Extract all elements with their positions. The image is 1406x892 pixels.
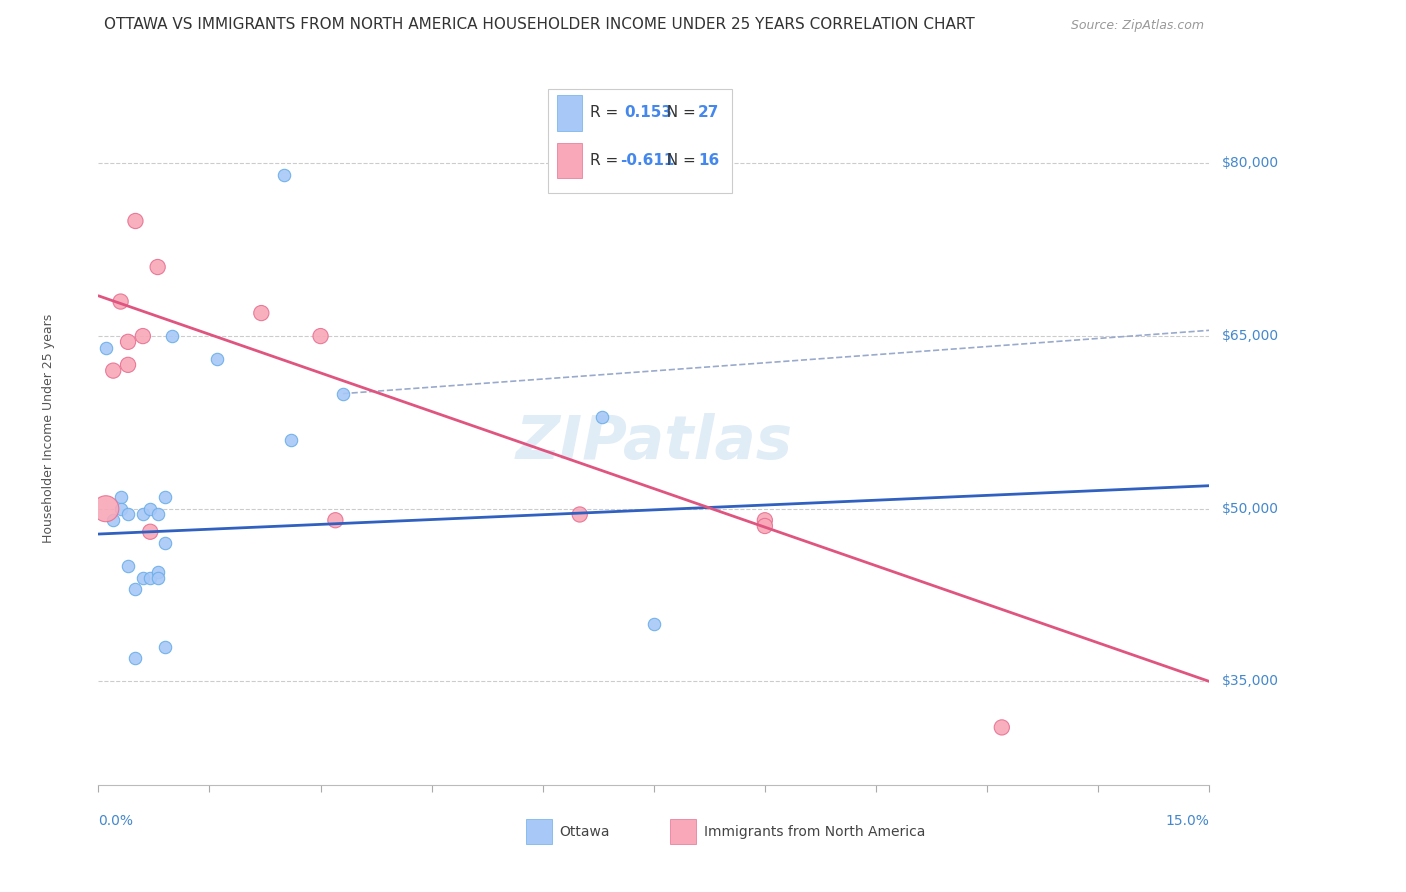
Text: R =: R =: [591, 153, 624, 168]
Text: OTTAWA VS IMMIGRANTS FROM NORTH AMERICA HOUSEHOLDER INCOME UNDER 25 YEARS CORREL: OTTAWA VS IMMIGRANTS FROM NORTH AMERICA …: [104, 17, 974, 32]
Point: [146, 508, 169, 522]
Point: [117, 508, 139, 522]
Point: [754, 513, 776, 527]
Point: [110, 294, 132, 309]
Point: [146, 260, 169, 274]
Point: [754, 519, 776, 533]
Point: [280, 433, 302, 447]
Point: [110, 501, 132, 516]
Point: [117, 559, 139, 574]
FancyBboxPatch shape: [548, 89, 731, 193]
Text: -0.611: -0.611: [620, 153, 675, 168]
Bar: [557, 95, 582, 130]
Point: [103, 513, 125, 527]
Point: [162, 329, 184, 343]
Point: [325, 513, 347, 527]
Text: 27: 27: [699, 105, 720, 120]
Point: [124, 582, 146, 597]
Text: N =: N =: [657, 105, 700, 120]
Point: [139, 501, 162, 516]
Point: [139, 524, 162, 539]
Point: [117, 358, 139, 372]
Point: [110, 490, 132, 504]
Point: [94, 501, 117, 516]
Point: [153, 490, 176, 504]
Text: Householder Income Under 25 years: Householder Income Under 25 years: [42, 313, 55, 543]
Text: Source: ZipAtlas.com: Source: ZipAtlas.com: [1070, 19, 1204, 32]
Point: [103, 363, 125, 377]
Point: [568, 508, 591, 522]
Bar: [526, 819, 551, 844]
Point: [643, 616, 665, 631]
Text: Immigrants from North America: Immigrants from North America: [704, 825, 925, 839]
Point: [153, 640, 176, 654]
Bar: [557, 143, 582, 178]
Point: [132, 571, 155, 585]
Point: [153, 536, 176, 550]
Text: Ottawa: Ottawa: [560, 825, 610, 839]
Point: [273, 168, 295, 182]
Point: [146, 571, 169, 585]
Point: [139, 571, 162, 585]
Text: ZIPatlas: ZIPatlas: [515, 413, 793, 472]
Point: [94, 341, 117, 355]
Point: [146, 565, 169, 579]
Point: [991, 720, 1014, 734]
Point: [591, 409, 613, 424]
Text: $35,000: $35,000: [1222, 674, 1279, 689]
Text: 16: 16: [699, 153, 720, 168]
Text: $80,000: $80,000: [1222, 156, 1279, 170]
Bar: [671, 819, 696, 844]
Text: R =: R =: [591, 105, 624, 120]
Point: [205, 352, 228, 367]
Text: $50,000: $50,000: [1222, 501, 1279, 516]
Point: [332, 386, 354, 401]
Point: [309, 329, 332, 343]
Point: [132, 508, 155, 522]
Text: $65,000: $65,000: [1222, 329, 1279, 343]
Point: [124, 214, 146, 228]
Text: 0.153: 0.153: [624, 105, 672, 120]
Text: 0.0%: 0.0%: [98, 814, 134, 828]
Point: [124, 651, 146, 665]
Point: [117, 334, 139, 349]
Point: [250, 306, 273, 320]
Point: [132, 329, 155, 343]
Text: 15.0%: 15.0%: [1166, 814, 1209, 828]
Text: N =: N =: [657, 153, 700, 168]
